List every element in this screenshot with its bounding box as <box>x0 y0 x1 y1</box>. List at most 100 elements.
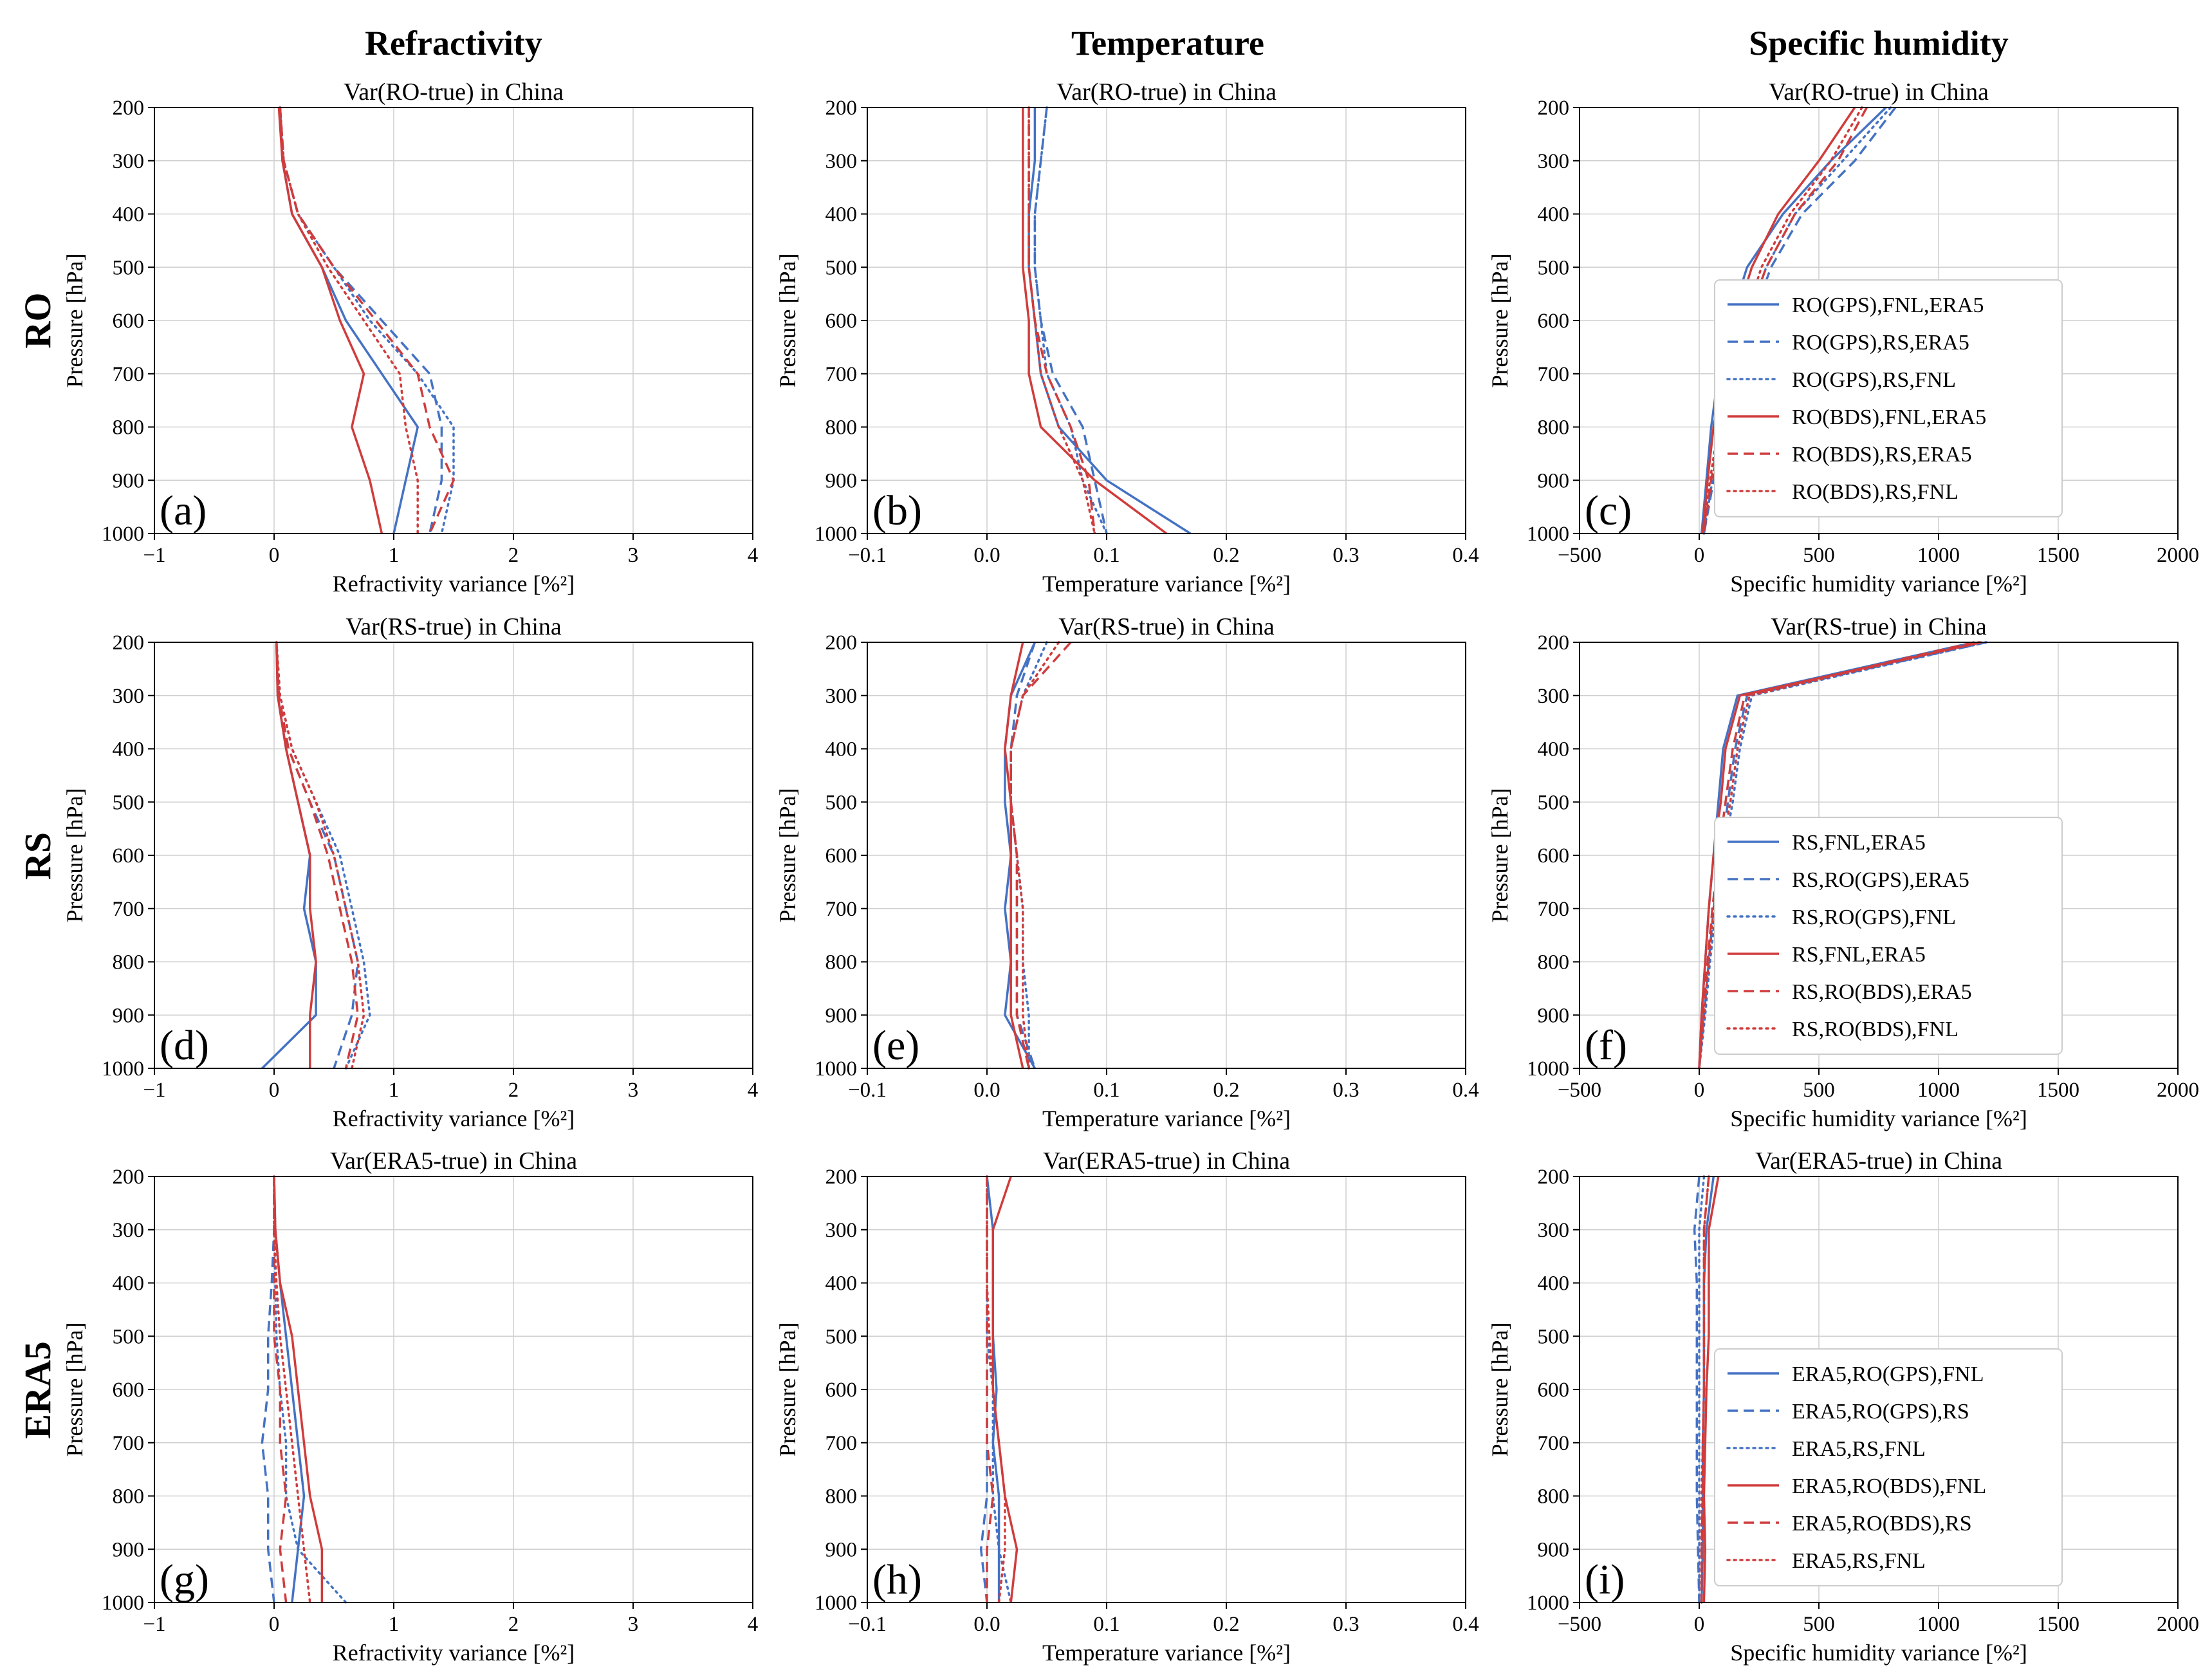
panel-e: −0.1 0.0 0.1 0.2 0.3 0.4 200 300 400 500 600 700 800… <box>775 613 1479 1131</box>
y-tick-label: 800 <box>1538 416 1570 440</box>
y-tick-label: 500 <box>1538 1325 1570 1348</box>
y-axis-label: Pressure [hPa] <box>775 1323 800 1457</box>
legend-label: RS,RO(BDS),ERA5 <box>1792 980 1972 1004</box>
series-line-f-3 <box>1698 641 1982 1069</box>
series-line-a-5 <box>279 106 419 535</box>
legend-label: RO(GPS),RS,FNL <box>1792 368 1956 392</box>
x-axis-label: Temperature variance [%²] <box>1042 1640 1291 1666</box>
y-tick-label: 200 <box>113 97 145 120</box>
x-tick-label: 2 <box>508 1613 519 1636</box>
y-tick-label: 600 <box>825 1379 858 1402</box>
series-line-e-3 <box>1004 642 1024 1069</box>
x-tick-label: 0 <box>269 1079 280 1102</box>
y-tick-label: 500 <box>1538 256 1570 279</box>
series-line-i-1 <box>1693 1176 1700 1603</box>
y-tick-label: 800 <box>825 1485 858 1509</box>
y-tick-label: 600 <box>113 1379 145 1402</box>
x-tick-label: 1500 <box>2037 544 2079 567</box>
legend-label: RO(GPS),FNL,ERA5 <box>1792 293 1984 317</box>
y-tick-label: 200 <box>1538 97 1570 120</box>
legend-label: RO(BDS),RS,FNL <box>1792 480 1959 504</box>
legend-label: ERA5,RO(GPS),FNL <box>1792 1362 1984 1386</box>
series-line-b-2 <box>1033 106 1108 535</box>
y-tick-label: 400 <box>1538 203 1570 227</box>
panel-d: −1 0 1 2 3 4 200 300 400 500 600 700 800 900 1000 Var(R… <box>62 613 758 1131</box>
y-tick-label: 1000 <box>815 1057 857 1081</box>
panel-h: −0.1 0.0 0.1 0.2 0.3 0.4 200 300 400 500 600 700 800… <box>775 1147 1479 1666</box>
y-tick-label: 800 <box>1538 1485 1570 1509</box>
x-tick-label: 3 <box>628 544 639 567</box>
x-tick-label: 0.1 <box>1093 544 1120 567</box>
y-axis-label: Pressure [hPa] <box>1487 254 1513 388</box>
x-tick-label: 0.0 <box>973 544 1000 567</box>
legend-label: RS,RO(BDS),FNL <box>1792 1017 1959 1041</box>
y-tick-label: 600 <box>1538 310 1570 333</box>
legend-box <box>1714 1348 2063 1586</box>
y-tick-label: 400 <box>113 738 145 761</box>
x-tick-label: 0.0 <box>973 1079 1000 1102</box>
panel-b: −0.1 0.0 0.1 0.2 0.3 0.4 200 300 400 500 600 700 800… <box>775 79 1479 597</box>
panel-g: −1 0 1 2 3 4 200 300 400 500 600 700 800 900 1000 Var(E… <box>62 1147 758 1666</box>
y-tick-label: 300 <box>113 150 145 173</box>
series-line-d-3 <box>275 642 317 1068</box>
x-axis-label: Specific humidity variance [%²] <box>1730 1640 2027 1666</box>
series-line-h-5 <box>986 1175 1006 1604</box>
y-axis-label: Pressure [hPa] <box>1487 788 1513 923</box>
y-tick-label: 300 <box>825 150 858 173</box>
legend-label: ERA5,RS,FNL <box>1792 1437 1926 1461</box>
x-tick-label: 4 <box>748 544 759 567</box>
x-tick-label: 0.4 <box>1452 1079 1479 1102</box>
x-tick-label: −1 <box>143 1079 165 1102</box>
x-tick-label: −0.1 <box>848 544 887 567</box>
x-tick-label: −500 <box>1558 544 1601 567</box>
y-tick-label: 300 <box>113 685 145 708</box>
y-tick-label: 500 <box>1538 791 1570 814</box>
x-tick-label: −0.1 <box>848 1613 887 1636</box>
y-tick-label: 700 <box>825 898 858 921</box>
x-tick-label: 0.3 <box>1332 1079 1359 1102</box>
y-tick-label: 600 <box>825 310 858 333</box>
panel-f: −500 0 500 1000 1500 2000 200 300 400 500 600 700 80… <box>1487 613 2199 1131</box>
x-tick-label: 1000 <box>1917 544 1960 567</box>
column-title-temperature: Temperature <box>1071 24 1264 62</box>
legend-label: ERA5,RO(BDS),FNL <box>1792 1474 1986 1498</box>
y-tick-label: 1000 <box>1527 1592 1569 1615</box>
panel-title: Var(RS-true) in China <box>1058 613 1275 640</box>
y-tick-label: 400 <box>113 203 145 227</box>
series-line-g-3 <box>273 1176 324 1602</box>
panel-letter: (h) <box>872 1556 922 1603</box>
y-tick-label: 700 <box>113 898 145 921</box>
row-label-rs: RS <box>17 832 59 880</box>
series-line-d-4 <box>275 642 359 1069</box>
legend-box <box>1714 279 2063 517</box>
legend: RS,FNL,ERA5 RS,RO(GPS),ERA5 RS,RO(GPS),FNL… <box>1714 817 2063 1055</box>
x-tick-label: 0.2 <box>1213 1079 1239 1102</box>
panel-letter: (a) <box>160 487 207 534</box>
y-tick-label: 800 <box>113 416 145 440</box>
panel-i: −500 0 500 1000 1500 2000 200 300 400 500 600 700 80… <box>1487 1147 2199 1666</box>
y-tick-label: 200 <box>1538 631 1570 655</box>
y-tick-label: 700 <box>1538 1432 1570 1455</box>
series-line-i-2 <box>1698 1175 1706 1604</box>
y-tick-label: 900 <box>825 469 858 492</box>
panel-title: Var(RS-true) in China <box>1771 613 1987 640</box>
x-tick-label: 0.2 <box>1213 1613 1239 1636</box>
x-tick-label: 2 <box>508 1079 519 1102</box>
y-tick-label: 300 <box>825 685 858 708</box>
panel-title: Var(ERA5-true) in China <box>1755 1147 2002 1175</box>
legend-label: ERA5,RS,FNL <box>1792 1549 1926 1573</box>
y-tick-label: 200 <box>825 1166 858 1189</box>
y-axis-label: Pressure [hPa] <box>62 788 88 923</box>
y-tick-label: 700 <box>825 363 858 386</box>
panel-letter: (c) <box>1585 487 1632 534</box>
x-tick-label: 1 <box>389 1613 400 1636</box>
y-tick-label: 500 <box>113 1325 145 1348</box>
y-tick-label: 200 <box>825 97 858 120</box>
x-tick-label: 0 <box>1694 1613 1705 1636</box>
panel-letter: (b) <box>872 487 922 534</box>
legend: ERA5,RO(GPS),FNL ERA5,RO(GPS),RS ERA5,RS,F… <box>1714 1348 2063 1586</box>
panel-letter: (f) <box>1585 1022 1627 1069</box>
y-tick-label: 900 <box>825 1538 858 1561</box>
series-line-b-5 <box>1028 106 1096 535</box>
y-tick-label: 900 <box>825 1004 858 1027</box>
